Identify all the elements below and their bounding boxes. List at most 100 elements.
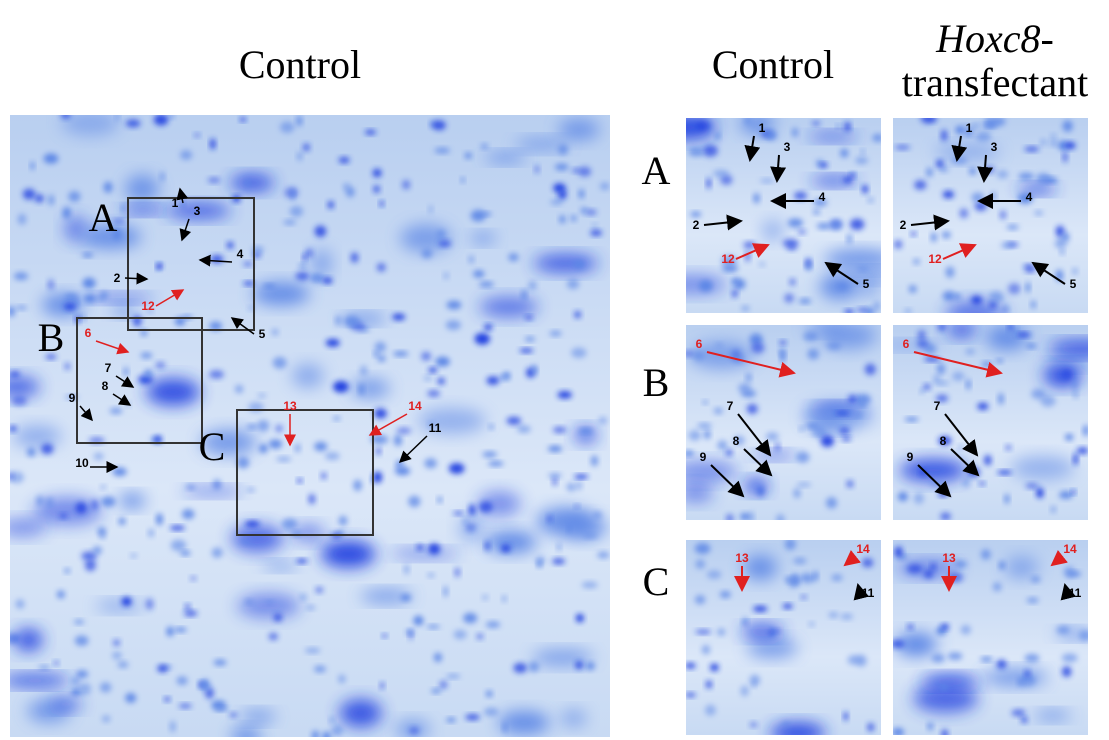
spot: [983, 669, 1048, 686]
spot: [305, 248, 313, 259]
spot: [236, 456, 250, 469]
spot: [45, 354, 57, 360]
spot: [558, 119, 600, 141]
spot: [990, 191, 996, 201]
gel: [686, 118, 881, 313]
spot: [759, 261, 766, 267]
spot: [1071, 489, 1076, 495]
spot: [246, 424, 258, 430]
spot: [482, 594, 489, 601]
spot: [713, 169, 729, 178]
spot: [488, 461, 504, 467]
spot: [360, 590, 413, 603]
spot: [521, 289, 527, 301]
zoom-spot-label: 5: [1070, 277, 1077, 291]
spot: [896, 560, 960, 577]
spot: [428, 421, 434, 428]
spot: [485, 690, 493, 698]
spot: [209, 370, 224, 379]
spot: [376, 447, 381, 455]
spot: [872, 133, 881, 142]
spot: [570, 215, 577, 222]
spot: [1016, 332, 1031, 338]
spot: [431, 688, 441, 694]
spot: [382, 633, 388, 638]
spot: [914, 180, 927, 190]
spot: [688, 430, 702, 441]
spot: [48, 194, 55, 206]
spot: [1056, 625, 1070, 635]
spot: [112, 639, 121, 647]
spot: [1061, 666, 1072, 678]
spot: [237, 593, 301, 618]
zoom-spot-label: 13: [735, 551, 749, 565]
spot: [445, 320, 461, 330]
spot: [266, 600, 274, 605]
spot: [1047, 354, 1088, 368]
spot: [552, 558, 566, 565]
spot: [893, 239, 903, 249]
spot: [123, 366, 129, 377]
spot: [13, 425, 62, 448]
spot: [257, 419, 270, 432]
spot: [862, 558, 874, 568]
spot: [338, 156, 350, 164]
spot: [453, 629, 467, 640]
spot: [704, 429, 711, 440]
gel: [893, 540, 1088, 735]
spot: [980, 656, 993, 662]
spot: [981, 361, 993, 367]
zoom-spot-label: 9: [700, 450, 707, 464]
zoom-arrow: [910, 214, 950, 231]
spot: [765, 432, 779, 441]
spot: [789, 278, 796, 286]
zoom-arrow: [951, 135, 968, 162]
spot: [923, 383, 931, 391]
spot: [798, 298, 812, 304]
spot: [952, 371, 965, 381]
spot: [779, 348, 786, 356]
spot: [36, 495, 44, 506]
spot: [281, 518, 298, 530]
spot: [695, 629, 712, 635]
spot: [996, 358, 1003, 364]
zoom-spot-label: 11: [1069, 586, 1082, 600]
spot: [109, 407, 123, 414]
spot: [438, 240, 452, 247]
zoom-spot-label: 5: [863, 277, 870, 291]
spot: [164, 696, 171, 702]
spot: [706, 177, 711, 189]
spot: [547, 445, 563, 452]
spot: [808, 621, 815, 627]
spot: [525, 315, 533, 320]
spot: [592, 511, 603, 519]
spot: [183, 610, 198, 617]
spot: [975, 131, 991, 142]
spot: [1030, 300, 1036, 309]
zoom-arrow: [770, 154, 787, 183]
spot: [474, 332, 490, 345]
zoom-arrow: [706, 351, 796, 378]
spot: [311, 730, 320, 737]
spot: [464, 152, 472, 159]
spot: [176, 676, 188, 686]
spot: [436, 229, 446, 240]
spot: [1017, 677, 1024, 687]
spot-arrow: [112, 393, 132, 406]
spot: [576, 480, 583, 491]
spot: [1050, 505, 1056, 513]
spot: [775, 442, 780, 451]
spot: [927, 722, 934, 731]
zoom-spot-label: 13: [942, 551, 956, 565]
spot: [446, 300, 462, 310]
spot: [784, 293, 794, 303]
spot: [88, 437, 105, 444]
spot: [10, 674, 70, 687]
spot: [792, 572, 798, 583]
spot: [1011, 709, 1026, 717]
spot: [325, 338, 340, 347]
spot: [262, 561, 299, 571]
spot: [793, 557, 807, 564]
spot: [81, 252, 94, 258]
spot: [403, 564, 410, 575]
